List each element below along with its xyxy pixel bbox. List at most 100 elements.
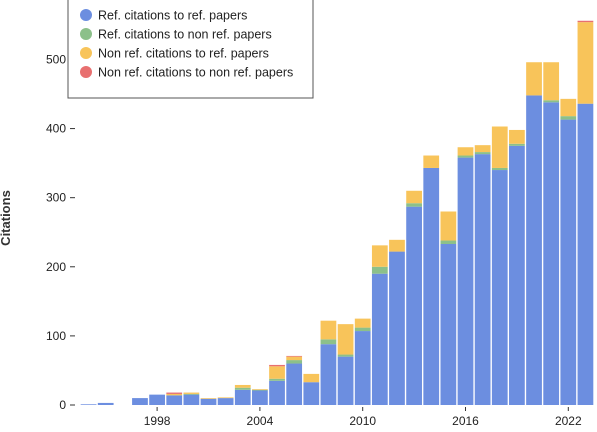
bar-2006-series-1 (286, 363, 303, 405)
bar-2003-series-3 (234, 384, 251, 388)
bar-1999-series-1 (166, 395, 183, 405)
x-tick-label-2004: 2004 (247, 414, 274, 428)
y-tick-label-500: 500 (46, 52, 66, 66)
bar-2010-series-1 (354, 331, 371, 405)
bar-2004-series-3 (252, 389, 268, 390)
bar-2008-series-2 (320, 339, 337, 345)
bar-1998-series-1 (149, 394, 165, 405)
bar-2000-series-1 (183, 394, 200, 405)
legend: Ref. citations to ref. papers Ref. citati… (67, 0, 314, 99)
bar-1999-series-4 (166, 392, 183, 394)
bar-2009-series-1 (337, 356, 354, 406)
legend-label-1: Ref. citations to ref. papers (98, 9, 247, 23)
x-tick-label-2010: 2010 (349, 414, 376, 428)
bar-2005-series-2 (269, 378, 285, 381)
bar-2006-series-4 (286, 355, 303, 357)
bar-2015-series-3 (440, 211, 457, 241)
bar-2012-series-3 (389, 239, 405, 252)
bar-2022-series-2 (560, 116, 577, 120)
bar-2013-series-3 (406, 190, 422, 204)
bar-2017-series-3 (474, 145, 491, 153)
bar-2020-series-3 (526, 62, 542, 96)
bar-2004-series-1 (252, 390, 268, 405)
bar-2021-series-3 (543, 62, 560, 101)
bar-1999-series-3 (166, 393, 183, 396)
bar-2015-series-2 (440, 240, 457, 244)
bar-2011-series-1 (371, 273, 388, 405)
bar-1995-series-1 (97, 402, 114, 405)
bar-2019-series-1 (509, 145, 525, 405)
y-tick-label-100: 100 (46, 329, 66, 343)
bar-2021-series-2 (543, 100, 560, 103)
bar-2005-series-3 (269, 366, 285, 379)
bar-2007-series-1 (303, 382, 320, 405)
bar-2003-series-1 (234, 389, 251, 405)
legend-marker-1 (80, 9, 92, 21)
bar-2011-series-2 (371, 266, 388, 274)
bar-2018-series-3 (491, 126, 508, 168)
bar-2022-series-1 (560, 119, 577, 405)
y-axis-label: Citations (0, 190, 13, 246)
bar-2008-series-3 (320, 320, 337, 340)
bars-group (80, 20, 594, 406)
legend-marker-4 (80, 66, 92, 78)
bar-2009-series-3 (337, 324, 354, 355)
bar-2005-series-1 (269, 380, 285, 405)
bar-2003-series-2 (234, 387, 251, 390)
bar-2019-series-3 (509, 129, 525, 144)
bar-2011-series-3 (371, 245, 388, 267)
legend-marker-3 (80, 47, 92, 59)
bar-2015-series-1 (440, 243, 457, 405)
bar-2023-series-1 (577, 103, 594, 405)
x-tick-label-1998: 1998 (144, 414, 171, 428)
legend-label-4: Non ref. citations to non ref. papers (98, 66, 293, 80)
bar-2001-series-3 (200, 398, 217, 399)
bar-2006-series-3 (286, 356, 303, 361)
bar-2013-series-1 (406, 206, 422, 405)
bar-2023-series-4 (577, 20, 594, 23)
bar-2001-series-1 (200, 398, 217, 405)
y-tick-label-0: 0 (59, 398, 66, 412)
bar-2004-series-2 (252, 389, 268, 391)
bar-2017-series-2 (474, 152, 491, 155)
bar-2018-series-1 (491, 170, 508, 405)
y-tick-label-400: 400 (46, 122, 66, 136)
bar-2010-series-2 (354, 327, 371, 332)
bar-2016-series-1 (457, 157, 474, 405)
y-tick-label-300: 300 (46, 191, 66, 205)
bar-2010-series-3 (354, 318, 371, 328)
legend-label-3: Non ref. citations to ref. papers (98, 47, 269, 61)
bar-1997-series-1 (132, 398, 148, 405)
x-tick-label-2022: 2022 (555, 414, 582, 428)
bar-2018-series-2 (491, 167, 508, 171)
legend-label-2: Ref. citations to non ref. papers (98, 28, 272, 42)
x-tick-label-2016: 2016 (452, 414, 479, 428)
bar-2000-series-2 (183, 393, 200, 395)
bar-2007-series-3 (303, 373, 320, 383)
bar-2019-series-2 (509, 143, 525, 146)
legend-box (67, 0, 314, 99)
y-axis: 0 100 200 300 400 500 (46, 52, 75, 412)
bar-2005-series-4 (269, 364, 285, 367)
y-tick-label-200: 200 (46, 260, 66, 274)
bar-2014-series-3 (423, 155, 440, 168)
bar-2013-series-2 (406, 203, 422, 207)
bar-2002-series-1 (217, 398, 234, 405)
legend-marker-2 (80, 28, 92, 40)
bar-2006-series-2 (286, 360, 303, 364)
bar-2020-series-1 (526, 95, 542, 406)
bar-2012-series-1 (389, 251, 405, 405)
x-axis: 1998 2004 2010 2016 2022 (144, 407, 582, 428)
bar-2008-series-1 (320, 344, 337, 405)
bar-2002-series-3 (217, 397, 234, 399)
bar-2022-series-3 (560, 98, 577, 117)
bar-1994-series-1 (80, 404, 97, 405)
bar-2014-series-1 (423, 167, 440, 405)
bar-2009-series-2 (337, 354, 354, 357)
bar-2023-series-3 (577, 22, 594, 104)
bar-2000-series-3 (183, 392, 200, 394)
bar-2016-series-3 (457, 147, 474, 156)
bar-2017-series-1 (474, 154, 491, 405)
bar-2016-series-2 (457, 155, 474, 158)
